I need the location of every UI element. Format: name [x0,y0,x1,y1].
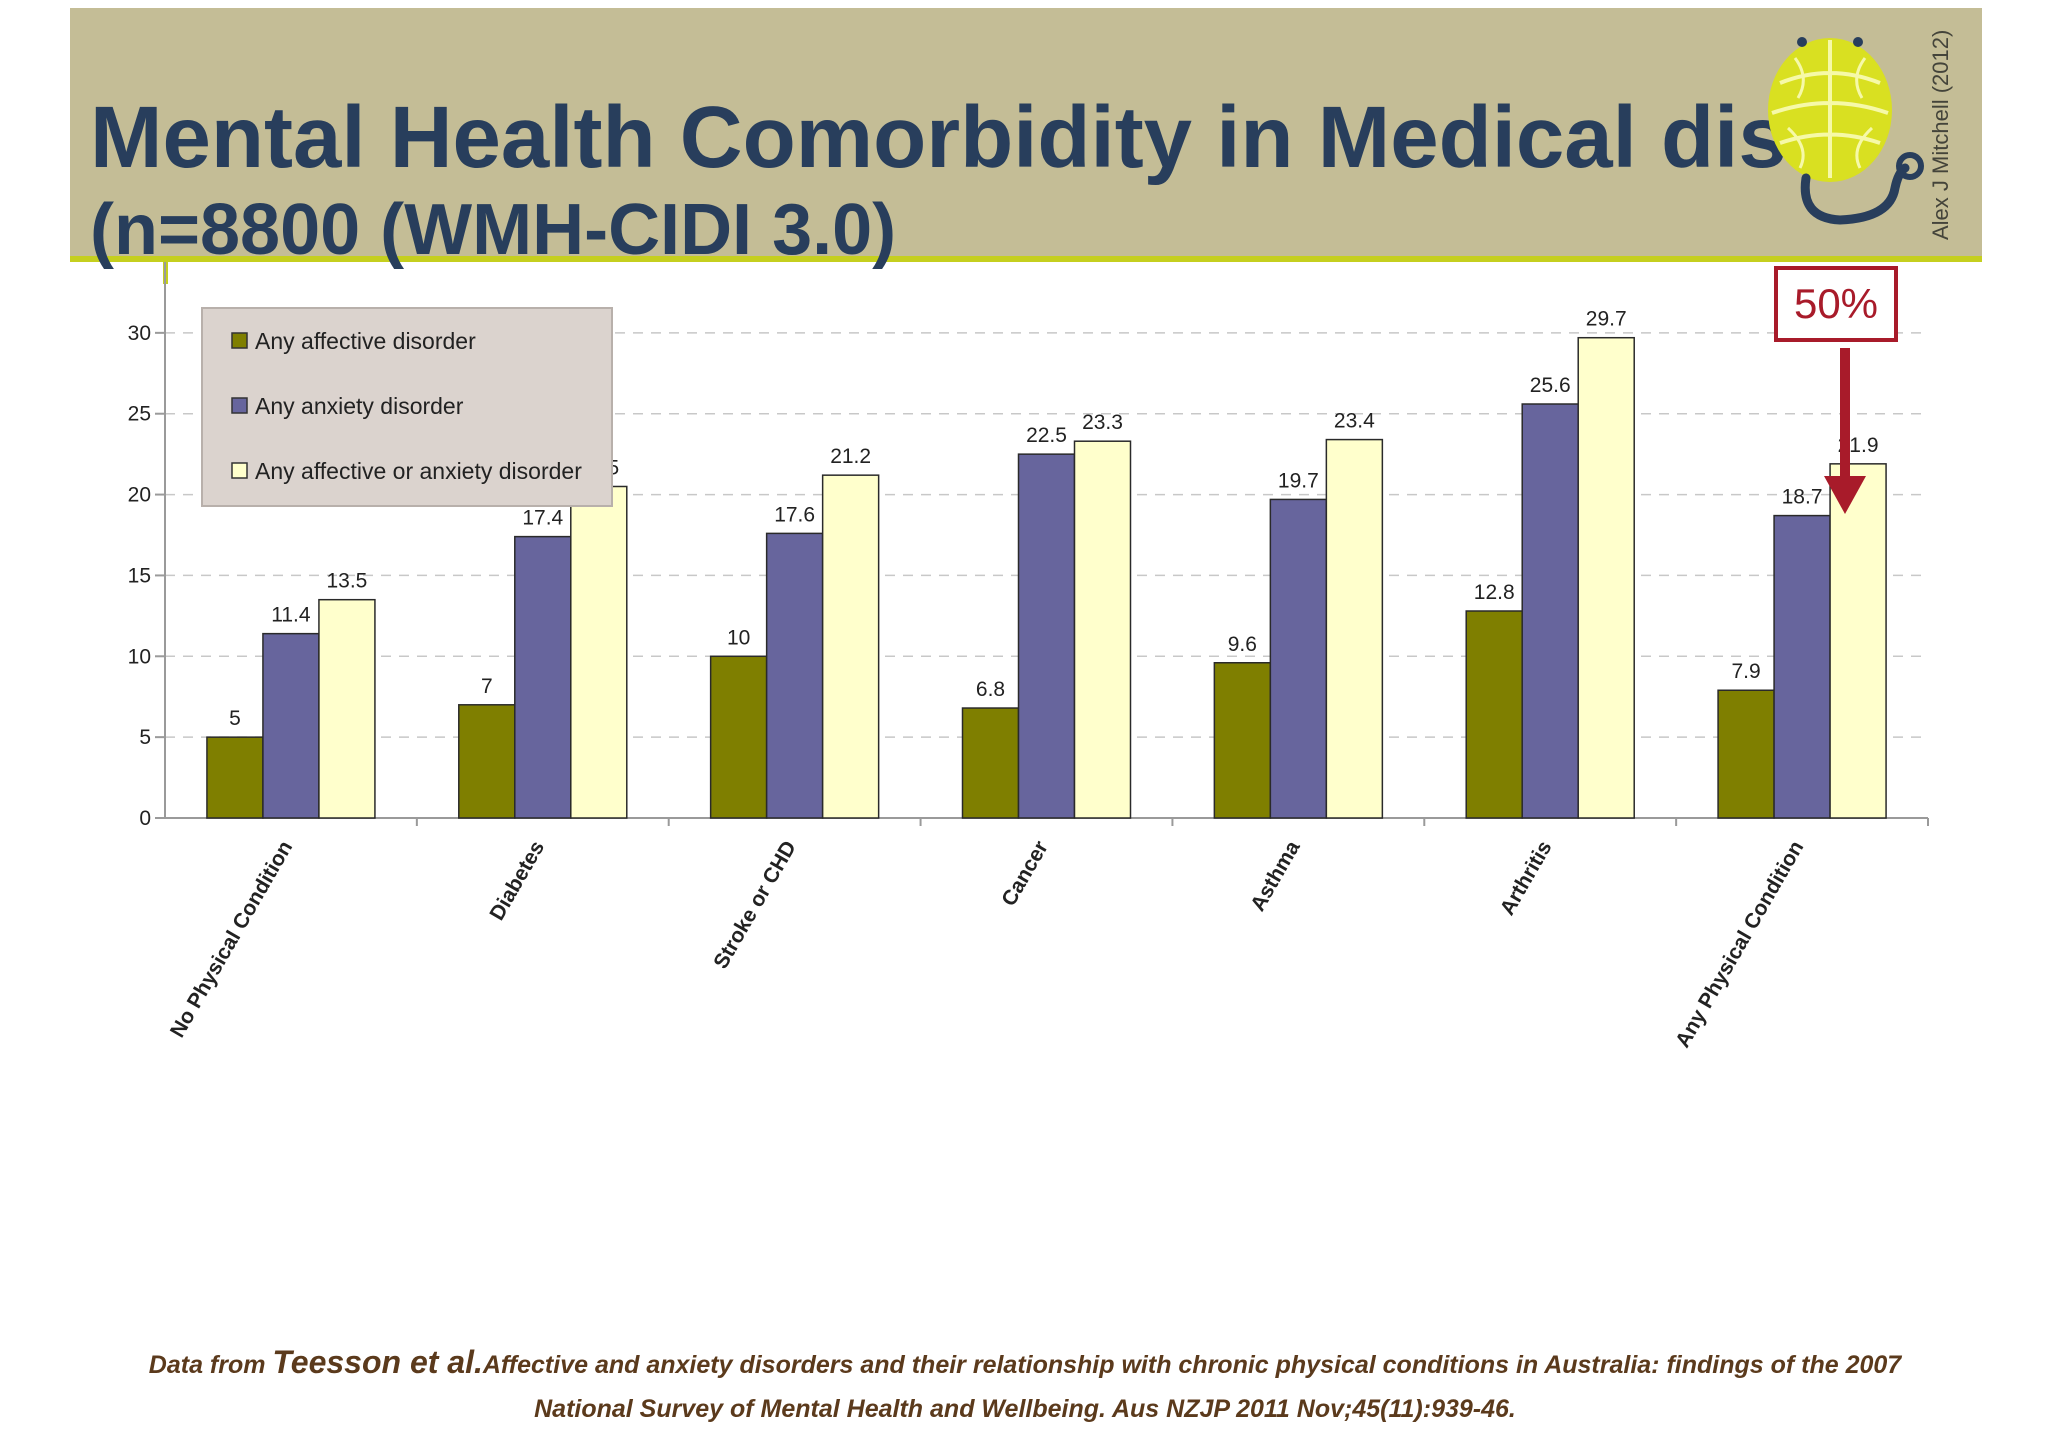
bar [1773,514,1831,819]
chart-legend: Any affective disorder Any anxiety disor… [201,307,613,507]
bar [709,655,768,819]
bar [570,485,628,819]
citation-author: Teesson et al. [272,1344,483,1380]
y-tick-label: 10 [128,645,151,668]
data-label: 7.9 [1731,660,1760,683]
bar [821,474,880,819]
citation-line2: National Survey of Mental Health and Wel… [534,1395,1516,1423]
bar [1017,453,1076,819]
y-tick-label: 15 [128,564,151,587]
bar [206,736,264,819]
legend-swatch-affective [231,332,248,349]
legend-label-affective: Any affective disorder [255,328,476,354]
y-tick-label: 0 [139,807,151,830]
bar [1521,403,1579,819]
y-tick-label: 25 [128,403,151,426]
citation-prefix: Data from [148,1351,273,1379]
x-tick-label: Diabetes [485,837,549,924]
data-label: 5 [229,707,241,730]
legend-background [201,307,613,507]
data-label: 23.4 [1334,410,1375,433]
data-label: 17.4 [522,507,563,530]
y-tick-label: 30 [128,322,151,345]
x-tick-label: Stroke or CHD [709,837,801,973]
y-tick-label: 20 [128,484,151,507]
bar-chart: 05101520253035 511.413.5717.420.51017.62… [128,262,1929,1052]
bar [1213,662,1272,819]
bar [458,704,516,819]
bar [1269,498,1328,819]
y-tick-labels: 0 5 10 15 20 25 30 35 [128,262,165,830]
bar [1325,438,1384,819]
slide-subtitle: (n=8800 (WMH-CIDI 3.0) [90,190,897,270]
data-label: 9.6 [1228,633,1257,656]
y-tick-label: 5 [139,726,151,749]
down-arrow-icon [1824,348,1866,514]
data-labels: 511.413.5717.420.51017.621.26.822.523.39… [229,308,1878,730]
legend-swatch-either [231,462,248,479]
author-credit: Alex J Mitchell (2012) [1928,29,1953,240]
bar [1465,610,1523,819]
data-label: 29.7 [1586,308,1627,331]
data-label: 7 [481,675,493,698]
x-tick-label: Any Physical Condition [1671,837,1808,1052]
y-tick-label: 35 [128,262,151,264]
header-divider [70,256,1982,262]
citation-line1: Affective and anxiety disorders and thei… [482,1351,1902,1379]
header-band [70,8,1982,258]
data-label: 6.8 [976,678,1005,701]
bar [1717,689,1775,819]
data-label: 18.7 [1782,486,1823,509]
bars [206,336,1887,819]
citation-footer: Data from Teesson et al.Affective and an… [80,1340,1970,1431]
x-tick-label: Arthritis [1496,837,1557,919]
legend-swatch-anxiety [231,397,248,414]
brain-stethoscope-icon [1768,37,1924,225]
bar [1577,336,1635,819]
x-tick-labels: No Physical Condition Diabetes Stroke or C… [166,818,1929,1052]
bar [318,598,376,819]
bar [1829,463,1887,819]
bar [961,707,1020,819]
data-label: 13.5 [326,570,367,593]
data-label: 21.2 [830,445,871,468]
data-label: 23.3 [1082,411,1123,434]
data-label: 11.4 [271,604,311,627]
data-label: 12.8 [1474,581,1515,604]
data-label: 22.5 [1026,424,1067,447]
bar [262,632,320,819]
legend-label-either: Any affective or anxiety disorder [255,458,582,484]
legend-label-anxiety: Any anxiety disorder [255,393,464,419]
callout-50-percent: 50% [1774,266,1898,342]
bar [765,532,824,819]
slide-title: Mental Health Comorbidity in Medical dis [90,89,1787,186]
x-tick-label: Asthma [1246,837,1305,915]
x-tick-label: No Physical Condition [166,837,297,1042]
data-label: 10 [727,626,750,649]
bar [514,535,572,819]
data-label: 17.6 [774,503,815,526]
bar [1073,440,1132,819]
data-label: 19.7 [1278,469,1319,492]
data-label: 25.6 [1530,374,1571,397]
x-tick-label: Cancer [997,837,1053,910]
